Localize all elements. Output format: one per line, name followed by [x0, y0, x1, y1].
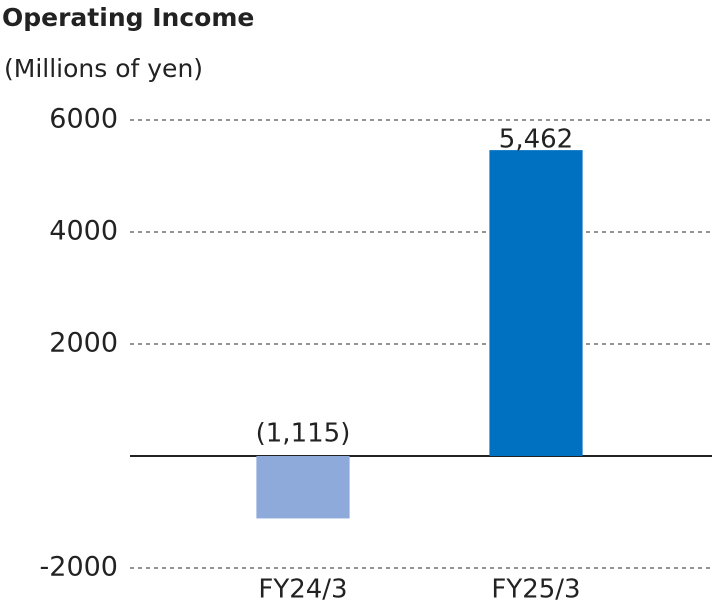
value-label: 5,462 [499, 125, 573, 155]
value-label: (1,115) [256, 419, 351, 449]
x-tick-label: FY25/3 [491, 575, 580, 605]
y-tick-label: 2000 [49, 328, 118, 359]
bar [489, 150, 583, 457]
bar [256, 456, 350, 519]
chart-title: Operating Income [2, 3, 254, 32]
x-tick-label: FY24/3 [258, 575, 347, 605]
y-tick-label: 6000 [49, 104, 118, 135]
y-tick-label: -2000 [40, 552, 118, 583]
y-tick-label: 4000 [49, 216, 118, 247]
chart-subtitle: (Millions of yen) [4, 54, 203, 83]
